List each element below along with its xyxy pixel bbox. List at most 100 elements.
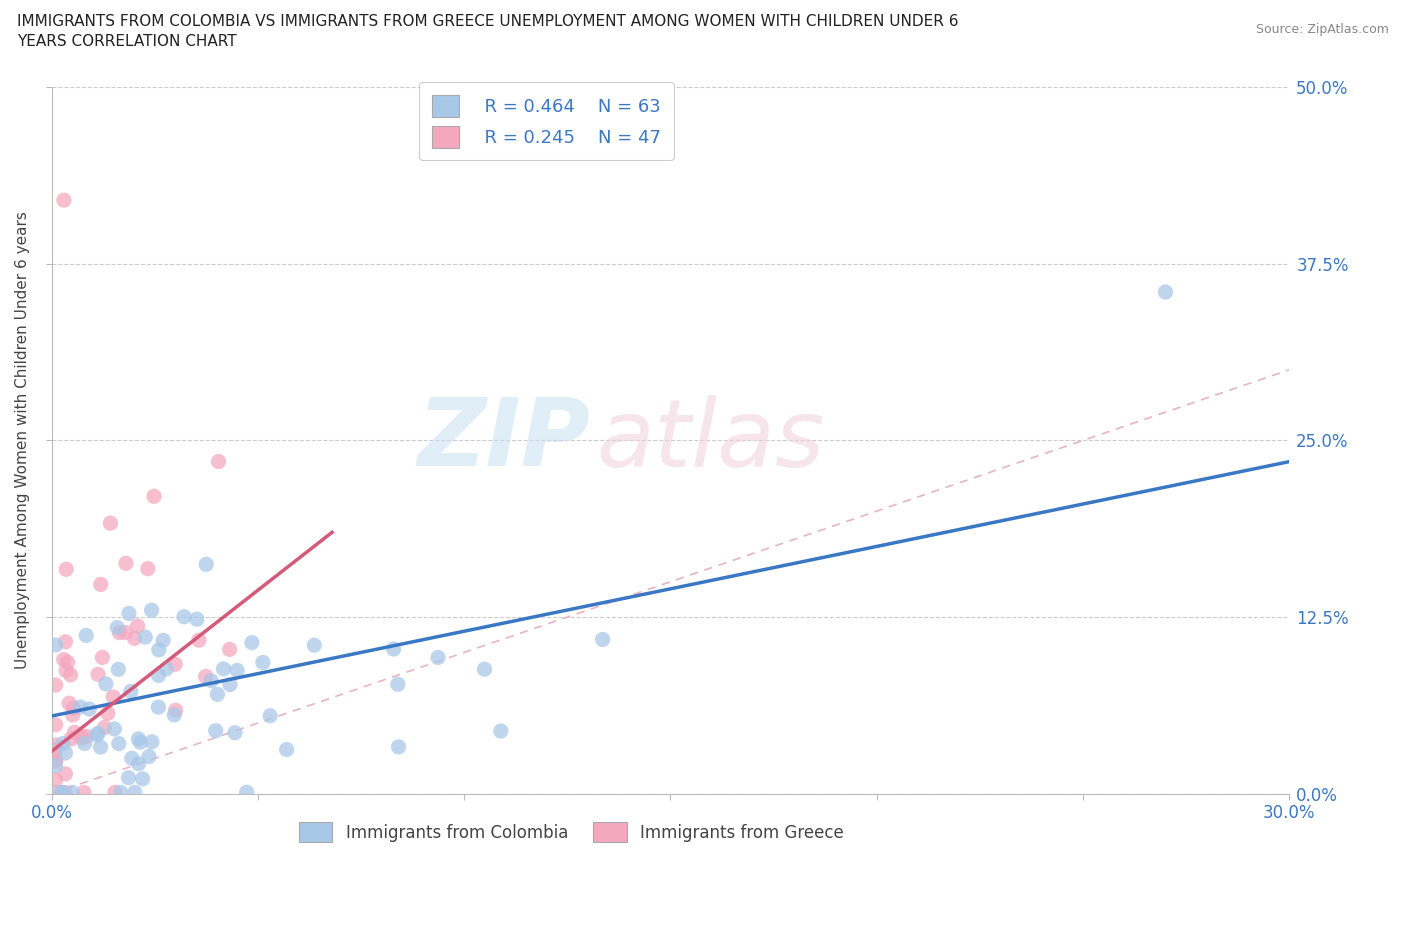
Point <box>118 606 141 621</box>
Point <box>45 717 67 732</box>
Point <box>108 625 131 640</box>
Point <box>97 706 120 721</box>
Point <box>45 737 67 752</box>
Point <box>224 725 246 740</box>
Point <box>107 737 129 751</box>
Point <box>129 735 152 750</box>
Point <box>52 736 75 751</box>
Point <box>173 609 195 624</box>
Point <box>128 756 150 771</box>
Text: atlas: atlas <box>596 395 824 486</box>
Point <box>45 638 67 653</box>
Point <box>51 785 73 800</box>
Point <box>110 785 132 800</box>
Point <box>56 655 79 670</box>
Point <box>252 655 274 670</box>
Point <box>131 771 153 786</box>
Point <box>136 561 159 576</box>
Point <box>103 722 125 737</box>
Point <box>259 709 281 724</box>
Point <box>148 699 170 714</box>
Point <box>219 677 242 692</box>
Point <box>141 603 163 618</box>
Point <box>592 632 614 647</box>
Point <box>51 785 73 800</box>
Point <box>76 729 98 744</box>
Point <box>60 785 83 800</box>
Point <box>148 668 170 683</box>
Point <box>115 556 138 571</box>
Point <box>127 618 149 633</box>
Point <box>105 620 128 635</box>
Point <box>104 785 127 800</box>
Point <box>134 630 156 644</box>
Point <box>427 650 450 665</box>
Text: Source: ZipAtlas.com: Source: ZipAtlas.com <box>1256 23 1389 36</box>
Point <box>107 662 129 677</box>
Y-axis label: Unemployment Among Women with Children Under 6 years: Unemployment Among Women with Children U… <box>15 211 30 670</box>
Point <box>73 785 96 800</box>
Point <box>195 557 218 572</box>
Point <box>155 661 177 676</box>
Text: IMMIGRANTS FROM COLOMBIA VS IMMIGRANTS FROM GREECE UNEMPLOYMENT AMONG WOMEN WITH: IMMIGRANTS FROM COLOMBIA VS IMMIGRANTS F… <box>17 14 959 29</box>
Point <box>143 489 166 504</box>
Point <box>62 708 84 723</box>
Point <box>165 657 187 671</box>
Point <box>124 631 146 645</box>
Point <box>55 562 77 577</box>
Point <box>52 652 75 667</box>
Point <box>117 770 139 785</box>
Point <box>200 673 222 688</box>
Point <box>52 193 75 207</box>
Point <box>127 731 149 746</box>
Text: YEARS CORRELATION CHART: YEARS CORRELATION CHART <box>17 34 236 49</box>
Point <box>45 678 67 693</box>
Point <box>55 663 77 678</box>
Point <box>45 785 67 800</box>
Point <box>69 699 91 714</box>
Point <box>86 727 108 742</box>
Text: ZIP: ZIP <box>418 394 591 486</box>
Point <box>103 689 125 704</box>
Point <box>207 687 229 702</box>
Point <box>1154 285 1177 299</box>
Point <box>45 772 67 787</box>
Point <box>73 736 96 751</box>
Point <box>45 743 67 758</box>
Point <box>474 662 496 677</box>
Point <box>55 634 77 649</box>
Point <box>276 742 298 757</box>
Point <box>53 785 76 800</box>
Point <box>124 785 146 800</box>
Point <box>121 751 143 765</box>
Point <box>188 632 211 647</box>
Point <box>226 663 249 678</box>
Point <box>90 739 112 754</box>
Point <box>382 642 405 657</box>
Point <box>141 735 163 750</box>
Point <box>387 739 409 754</box>
Point <box>138 749 160 764</box>
Point <box>63 724 86 739</box>
Point <box>62 701 84 716</box>
Point <box>152 633 174 648</box>
Point <box>240 635 263 650</box>
Point <box>59 668 82 683</box>
Point <box>212 661 235 676</box>
Point <box>87 667 110 682</box>
Point <box>186 612 208 627</box>
Point <box>165 703 187 718</box>
Point <box>91 650 114 665</box>
Legend: Immigrants from Colombia, Immigrants from Greece: Immigrants from Colombia, Immigrants fro… <box>292 816 851 849</box>
Point <box>58 696 80 711</box>
Point <box>163 708 186 723</box>
Point <box>100 516 122 531</box>
Point <box>70 730 93 745</box>
Point <box>207 454 229 469</box>
Point <box>75 628 97 643</box>
Point <box>120 684 142 698</box>
Point <box>90 577 112 591</box>
Point <box>489 724 512 738</box>
Point <box>304 638 326 653</box>
Point <box>79 701 101 716</box>
